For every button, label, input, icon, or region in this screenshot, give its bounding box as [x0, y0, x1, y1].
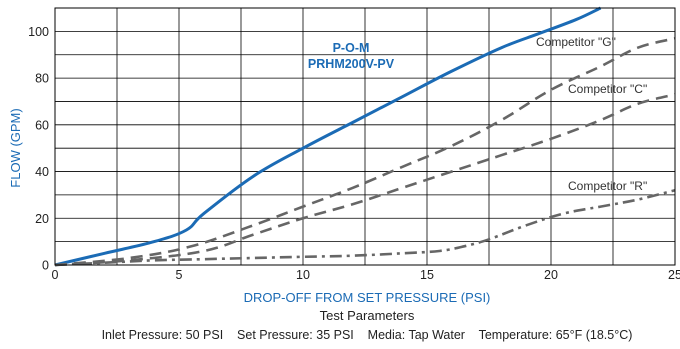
- x-tick-label: 10: [296, 268, 310, 282]
- series-label-pom-model: PRHM200V-PV: [308, 57, 395, 71]
- y-tick-label: 60: [35, 118, 49, 132]
- plot-frame: [54, 7, 676, 266]
- y-axis-label: FLOW (GPM): [8, 108, 23, 187]
- x-axis-label: DROP-OFF FROM SET PRESSURE (PSI): [244, 290, 491, 305]
- series-line-p-o-m: [54, 6, 602, 267]
- x-tick-label: 0: [52, 268, 59, 282]
- y-tick-label: 100: [28, 25, 49, 39]
- x-tick-label: 5: [176, 268, 183, 282]
- series-label-competitor-r: Competitor "R": [568, 179, 647, 193]
- x-tick-label: 25: [668, 268, 680, 282]
- series-label-competitor-c: Competitor "C": [568, 82, 647, 96]
- x-tick-label: 15: [420, 268, 434, 282]
- series-line-competitor-r: [54, 188, 676, 267]
- series-lines: [54, 6, 676, 267]
- test-parameters-details: Inlet Pressure: 50 PSI Set Pressure: 35 …: [102, 328, 633, 342]
- y-tick-label: 0: [42, 259, 49, 273]
- y-tick-label: 40: [35, 165, 49, 179]
- series-line-competitor-g: [54, 37, 676, 267]
- series-line-competitor-c: [54, 93, 676, 267]
- series-label-competitor-g: Competitor "G": [536, 35, 616, 49]
- y-tick-label: 20: [35, 212, 49, 226]
- y-tick-label: 80: [35, 72, 49, 86]
- test-parameters-title: Test Parameters: [320, 308, 415, 323]
- x-tick-label: 20: [544, 268, 558, 282]
- series-label-pom: P-O-M: [333, 41, 370, 55]
- tick-labels: 0 5 10 15 20 25 0 20 40 60 80 100: [28, 25, 680, 282]
